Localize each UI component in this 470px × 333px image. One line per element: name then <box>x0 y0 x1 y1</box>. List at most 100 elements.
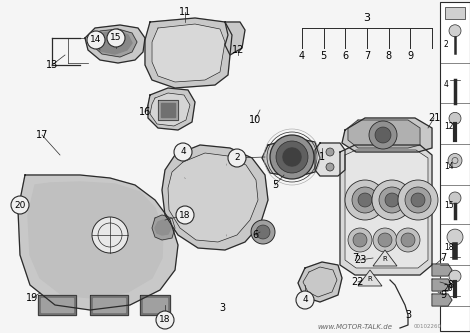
Circle shape <box>348 228 372 252</box>
Polygon shape <box>140 295 170 315</box>
Circle shape <box>256 225 270 239</box>
Circle shape <box>398 180 438 220</box>
Polygon shape <box>168 153 258 242</box>
Text: 23: 23 <box>354 255 366 265</box>
Circle shape <box>411 193 425 207</box>
Text: 5: 5 <box>272 180 278 190</box>
Text: www.MOTOR-TALK.de: www.MOTOR-TALK.de <box>318 324 392 330</box>
Polygon shape <box>155 220 171 235</box>
Polygon shape <box>262 138 320 177</box>
Circle shape <box>449 192 461 204</box>
Polygon shape <box>161 103 175 117</box>
Polygon shape <box>342 118 432 152</box>
Circle shape <box>449 25 461 37</box>
Text: 18: 18 <box>179 210 191 219</box>
Text: 12: 12 <box>444 122 454 131</box>
Polygon shape <box>298 262 342 302</box>
Text: 4: 4 <box>299 51 305 61</box>
Bar <box>445 7 465 19</box>
Polygon shape <box>162 145 268 250</box>
Text: 6: 6 <box>252 230 258 240</box>
Text: 14: 14 <box>90 36 102 45</box>
Circle shape <box>447 229 463 245</box>
Text: 3: 3 <box>219 303 225 313</box>
Text: 18: 18 <box>159 315 171 324</box>
Circle shape <box>373 228 397 252</box>
Text: 2: 2 <box>234 154 240 163</box>
Polygon shape <box>38 295 76 315</box>
Circle shape <box>11 196 29 214</box>
Text: 13: 13 <box>46 60 58 70</box>
Polygon shape <box>143 298 167 312</box>
Circle shape <box>87 31 105 49</box>
Text: 7: 7 <box>440 253 446 263</box>
Circle shape <box>405 187 431 213</box>
Text: 20: 20 <box>14 200 26 209</box>
Polygon shape <box>315 143 345 176</box>
Polygon shape <box>358 270 382 286</box>
Circle shape <box>156 311 174 329</box>
Circle shape <box>385 193 399 207</box>
Polygon shape <box>93 298 125 312</box>
Circle shape <box>352 187 378 213</box>
Text: R: R <box>383 256 387 262</box>
Circle shape <box>92 217 128 253</box>
Text: 00102260: 00102260 <box>414 324 442 329</box>
Text: 7: 7 <box>364 51 370 61</box>
Polygon shape <box>90 295 128 315</box>
Polygon shape <box>348 120 420 148</box>
Text: 9: 9 <box>407 51 414 61</box>
Text: 7: 7 <box>352 253 358 263</box>
Circle shape <box>369 121 397 149</box>
Text: 16: 16 <box>139 107 151 117</box>
Text: 21: 21 <box>428 113 440 123</box>
Polygon shape <box>150 93 190 126</box>
Polygon shape <box>158 100 178 120</box>
Circle shape <box>449 112 461 124</box>
Circle shape <box>379 187 405 213</box>
Circle shape <box>375 127 391 143</box>
Text: 3: 3 <box>363 13 370 23</box>
Text: 3: 3 <box>405 310 411 320</box>
Polygon shape <box>345 150 428 268</box>
Text: 8: 8 <box>385 51 392 61</box>
Circle shape <box>296 291 314 309</box>
Polygon shape <box>93 29 137 57</box>
Text: 10: 10 <box>249 115 261 125</box>
Circle shape <box>228 149 246 167</box>
Polygon shape <box>340 145 432 275</box>
Polygon shape <box>373 250 397 266</box>
Text: 9: 9 <box>440 290 446 300</box>
Polygon shape <box>85 25 145 63</box>
Circle shape <box>276 141 308 173</box>
Text: 6: 6 <box>342 51 348 61</box>
Text: 12: 12 <box>232 45 244 55</box>
Polygon shape <box>432 279 452 291</box>
Polygon shape <box>152 215 175 240</box>
Circle shape <box>251 220 275 244</box>
Circle shape <box>401 233 415 247</box>
Bar <box>440 2 470 331</box>
Circle shape <box>326 163 334 171</box>
Polygon shape <box>432 294 452 306</box>
Polygon shape <box>225 22 245 55</box>
Circle shape <box>378 233 392 247</box>
Circle shape <box>174 143 192 161</box>
Circle shape <box>270 135 314 179</box>
Text: 15: 15 <box>444 201 454 210</box>
Polygon shape <box>41 298 73 312</box>
Circle shape <box>358 193 372 207</box>
Polygon shape <box>18 175 178 310</box>
Polygon shape <box>152 24 225 82</box>
Polygon shape <box>145 18 232 88</box>
Text: 5: 5 <box>321 51 327 61</box>
Text: 14: 14 <box>444 162 454 171</box>
Text: R: R <box>368 276 372 282</box>
Text: 19: 19 <box>26 293 38 303</box>
Circle shape <box>176 206 194 224</box>
Polygon shape <box>95 31 132 54</box>
Text: 4: 4 <box>444 80 449 89</box>
Circle shape <box>396 228 420 252</box>
Text: 8: 8 <box>447 280 453 290</box>
Circle shape <box>282 147 302 167</box>
